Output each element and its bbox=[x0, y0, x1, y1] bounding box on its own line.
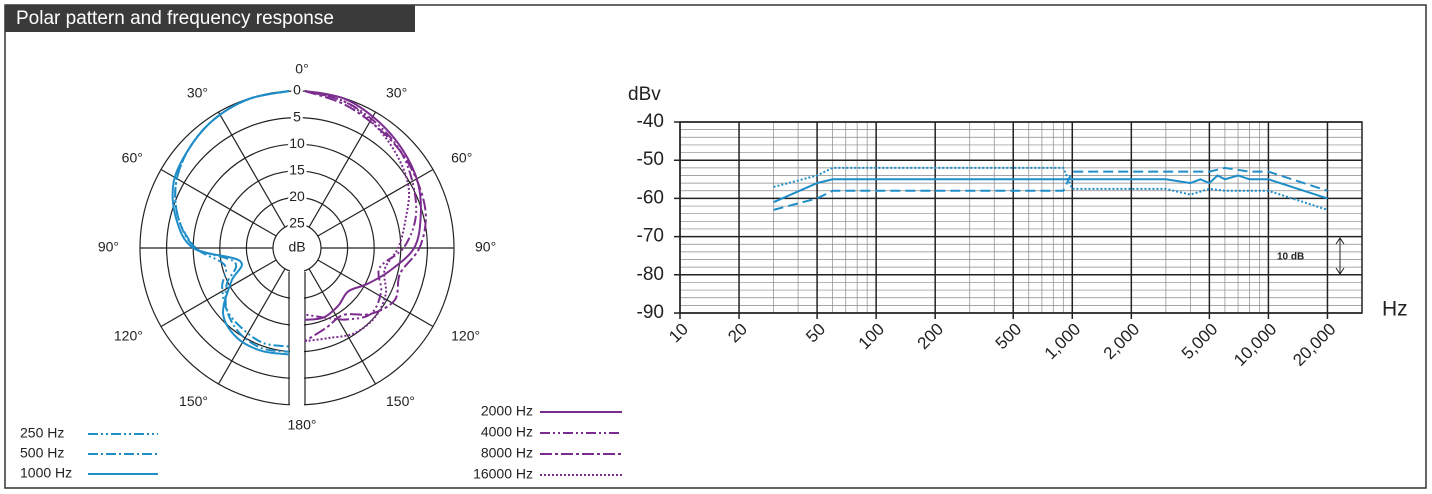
spoke bbox=[317, 168, 434, 237]
legend-label: 250 Hz bbox=[20, 425, 64, 441]
polar-curve bbox=[304, 90, 422, 321]
title-box bbox=[5, 5, 415, 32]
title: Polar pattern and frequency response bbox=[16, 8, 334, 29]
angle-label: 0° bbox=[295, 61, 308, 77]
r-tick-label: 0 bbox=[293, 82, 301, 98]
annotation-arrowheads bbox=[1335, 237, 1345, 275]
angle-label: 60° bbox=[122, 150, 143, 166]
spoke bbox=[308, 111, 377, 228]
legend-label: 8000 Hz bbox=[481, 445, 533, 461]
r-tick-label: 20 bbox=[289, 188, 305, 204]
angle-label: 30° bbox=[386, 85, 407, 101]
spoke bbox=[308, 268, 377, 385]
angle-label: 180° bbox=[288, 417, 317, 433]
spoke bbox=[217, 111, 286, 228]
legend-label: 2000 Hz bbox=[481, 403, 533, 419]
legend-label: 500 Hz bbox=[20, 445, 64, 461]
spoke bbox=[217, 268, 286, 385]
response-line bbox=[773, 174, 1328, 204]
x-axis-label: Hz bbox=[1382, 298, 1408, 321]
spoke bbox=[160, 168, 277, 237]
x-tick-label: 2,000 bbox=[1100, 320, 1144, 364]
angle-label: 60° bbox=[451, 150, 472, 166]
hole bbox=[274, 225, 320, 271]
angle-label: 30° bbox=[187, 85, 208, 101]
angle-label: 90° bbox=[475, 239, 496, 255]
spoke bbox=[317, 259, 434, 328]
polar-curve bbox=[304, 90, 411, 343]
y-tick-label: -40 bbox=[637, 111, 664, 132]
x-tick-label: 5,000 bbox=[1178, 320, 1222, 364]
split bbox=[290, 270, 304, 407]
y-axis-label: dBv bbox=[628, 84, 661, 105]
y-tick-label: -50 bbox=[637, 149, 664, 170]
y-tick-label: -60 bbox=[637, 187, 664, 208]
legend-label: 4000 Hz bbox=[481, 424, 533, 440]
y-tick-label: -70 bbox=[637, 226, 664, 247]
angle-label: 90° bbox=[98, 239, 119, 255]
r-label: dB bbox=[288, 239, 305, 255]
x-tick-label: 500 bbox=[992, 320, 1025, 353]
response-line bbox=[773, 166, 1328, 211]
x-tick-label: 50 bbox=[802, 320, 829, 347]
r-tick-label: 25 bbox=[289, 215, 305, 231]
y-tick-label: -90 bbox=[637, 302, 664, 323]
response-line bbox=[773, 166, 1328, 211]
angle-label: 120° bbox=[451, 328, 480, 344]
angle-label: 120° bbox=[114, 328, 143, 344]
frame bbox=[4, 4, 1427, 489]
r-tick-label: 15 bbox=[289, 162, 305, 178]
x-tick-label: 100 bbox=[855, 320, 888, 353]
x-tick-label: 200 bbox=[914, 320, 947, 353]
angle-label: 150° bbox=[386, 393, 415, 409]
plot-border bbox=[679, 121, 1363, 314]
y-tick-label: -80 bbox=[637, 264, 664, 285]
r-tick-label: 5 bbox=[293, 108, 301, 124]
x-tick-label: 10,000 bbox=[1230, 320, 1280, 370]
r-tick-label: 10 bbox=[289, 135, 305, 151]
spoke bbox=[160, 259, 277, 328]
polar-curve bbox=[304, 90, 418, 321]
angle-label: 150° bbox=[179, 393, 208, 409]
legend-label: 1000 Hz bbox=[20, 465, 72, 481]
x-tick-label: 20,000 bbox=[1289, 320, 1339, 370]
polar-curve bbox=[174, 90, 290, 348]
x-tick-label: 20 bbox=[724, 320, 751, 347]
x-tick-label: 1,000 bbox=[1041, 320, 1085, 364]
polar-curve bbox=[171, 90, 290, 356]
polar-chart: 0° 30° 30° 60° 60° 90° 90° 120° 120° 150° 150° 180°… bbox=[20, 61, 622, 482]
x-tick-label: 10 bbox=[665, 320, 692, 347]
frequency-chart: 10 20 50 100 200 500 1,000 2,000 5,000 10,000 20,0… bbox=[628, 84, 1408, 370]
annotation: 10 dB bbox=[1277, 252, 1304, 263]
polar-curve bbox=[174, 90, 290, 353]
legend-label: 16000 Hz bbox=[473, 466, 533, 482]
